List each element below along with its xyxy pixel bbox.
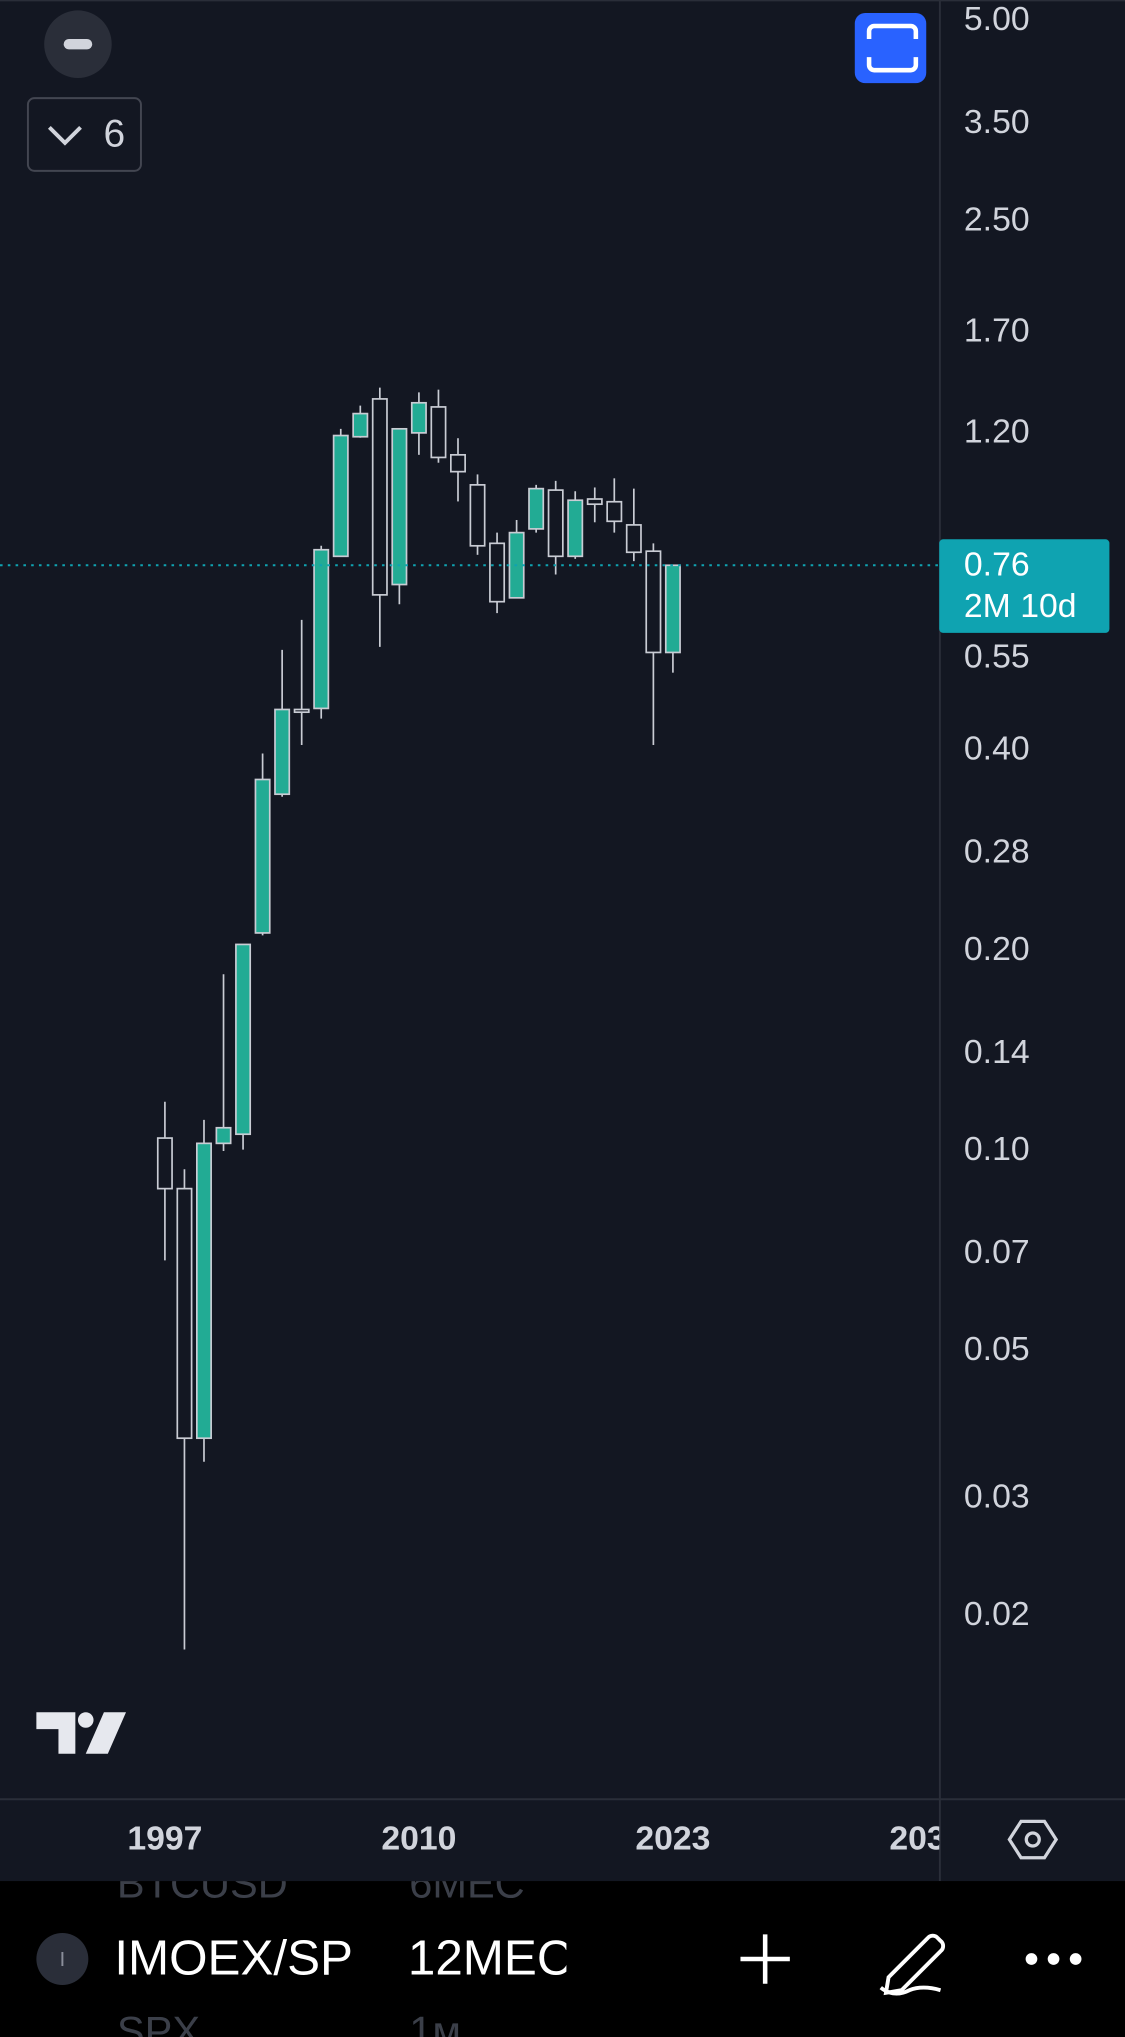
draw-button[interactable]	[879, 1933, 946, 1996]
candle-body	[371, 398, 388, 596]
pen-icon[interactable]	[883, 1933, 946, 1996]
candle-body	[450, 453, 466, 473]
candle-body	[176, 1187, 193, 1440]
candle-body	[625, 524, 642, 554]
ghost-interval-below: 1м	[409, 2007, 461, 2037]
candle-body	[645, 550, 662, 654]
candle-body	[156, 1137, 173, 1190]
collapse-button[interactable]	[44, 10, 112, 78]
dot	[1025, 1953, 1038, 1965]
candle-body	[254, 778, 271, 934]
candle-body	[391, 427, 408, 586]
y-tick-label: 0.02	[964, 1595, 1030, 1633]
candle-body	[586, 498, 603, 506]
y-tick-label: 3.50	[964, 103, 1030, 141]
indicator-dropdown[interactable]: 6	[26, 97, 142, 172]
logo-t	[36, 1712, 76, 1754]
fullscreen-button-bg[interactable]	[854, 13, 927, 84]
candle-body	[664, 564, 681, 654]
picker-ghosts: BTCUSD 6МЕС SPX 1м	[117, 1859, 525, 2037]
y-tick-label: 1.20	[964, 412, 1030, 450]
y-tick-label: 0.14	[964, 1033, 1030, 1071]
settings-center	[1024, 1831, 1041, 1848]
logo-slash	[85, 1712, 127, 1754]
candle-body	[410, 401, 427, 434]
dot	[1069, 1953, 1082, 1965]
candle-body	[332, 434, 349, 558]
plot-area	[0, 387, 940, 1650]
candle-body	[215, 1126, 232, 1145]
candle-body	[528, 487, 545, 530]
candle-body	[606, 500, 623, 523]
x-tick-label: 2036	[889, 1820, 964, 1858]
settings-hexagon[interactable]	[1007, 1819, 1059, 1860]
candle-body	[352, 412, 369, 438]
interval[interactable]: 12МЕС	[408, 1931, 573, 1986]
last-price-label: 0.76	[964, 545, 1030, 583]
time-axis: 1997 2010 2023 2036	[127, 1820, 964, 1858]
last-price-label-bg	[939, 539, 1110, 633]
symbol-logo-letter: I	[59, 1948, 65, 1971]
y-tick-label: 1.70	[964, 312, 1030, 350]
symbol-name[interactable]: IMOEX/SPX	[114, 1931, 386, 1986]
candle-body	[547, 489, 564, 558]
candle-body	[293, 708, 310, 714]
y-tick-label: 2.50	[964, 200, 1030, 238]
candle-body	[313, 548, 330, 710]
add-button[interactable]	[740, 1934, 790, 1984]
y-tick-label: 0.40	[964, 730, 1030, 768]
ghost-symbol-below: SPX	[117, 2007, 200, 2037]
candle-body	[430, 406, 447, 459]
candle-body	[235, 943, 252, 1136]
price-axis: 5.00 3.50 2.50 1.70 1.20 0.55 0.40 0.28 0.20 0.14…	[939, 0, 1110, 1633]
indicator-count: 6	[103, 113, 125, 156]
logo-dot	[77, 1712, 94, 1728]
more-button[interactable]	[1025, 1953, 1082, 1965]
fullscreen-icon	[866, 23, 919, 73]
candle-body	[274, 708, 291, 796]
y-tick-label: 0.03	[964, 1478, 1030, 1516]
candle-body	[195, 1142, 212, 1440]
candle-body	[469, 484, 486, 547]
x-tick-label: 1997	[127, 1820, 202, 1858]
y-tick-label: 0.05	[964, 1330, 1030, 1368]
y-tick-label: 0.20	[964, 930, 1030, 968]
fullscreen-button[interactable]	[854, 13, 927, 84]
candle-body	[567, 499, 584, 558]
x-tick-label: 2010	[381, 1820, 456, 1858]
candle-body	[489, 542, 506, 603]
chevron-icon	[47, 125, 82, 146]
settings-button[interactable]	[1007, 1819, 1059, 1860]
bottom-toolbar	[0, 1881, 1125, 2037]
ghost-symbol-above: BTCUSD	[117, 1859, 288, 1906]
y-tick-label: 0.10	[964, 1130, 1030, 1168]
bar-countdown: 2M 10d	[964, 587, 1077, 625]
y-tick-label: 0.55	[964, 638, 1030, 676]
ghost-interval-above: 6МЕС	[409, 1859, 524, 1906]
minus-icon	[63, 38, 93, 50]
dropdown-frame[interactable]	[26, 97, 142, 172]
tradingview-logo[interactable]	[36, 1712, 127, 1754]
dot	[1047, 1953, 1060, 1965]
x-tick-label: 2023	[635, 1820, 710, 1858]
y-tick-label: 5.00	[964, 0, 1030, 38]
pen-stroke	[879, 1985, 942, 1996]
y-tick-label: 0.28	[964, 833, 1030, 871]
symbol-logo	[36, 1933, 89, 1986]
y-tick-label: 0.07	[964, 1233, 1030, 1271]
